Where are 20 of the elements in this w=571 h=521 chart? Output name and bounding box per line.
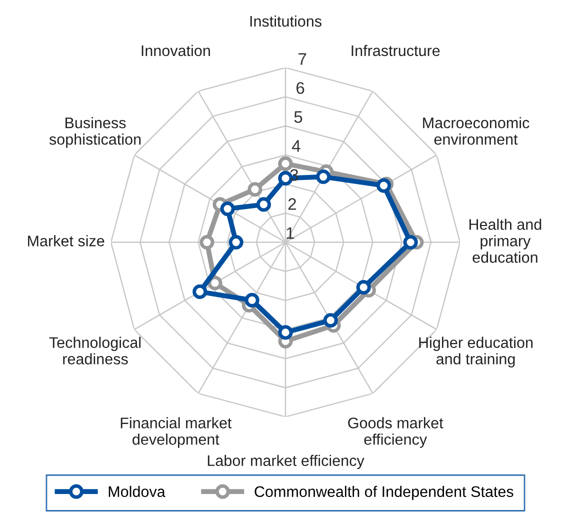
spoke-label: Goods market efficiency xyxy=(348,417,444,448)
spoke-label: Health and primary education xyxy=(469,218,542,263)
spoke-label: Financial market development xyxy=(120,417,232,448)
y-tick-label: 5 xyxy=(294,111,302,123)
legend-label: Commonwealth of Independent States xyxy=(254,486,514,500)
spoke-label: Macroeconomic environment xyxy=(423,117,530,145)
y-tick-label: 6 xyxy=(296,82,304,94)
spoke-label: Infrastructure xyxy=(352,44,440,56)
legend-label: Moldova xyxy=(108,486,166,498)
y-tick-label: 2 xyxy=(288,198,296,210)
spoke-label: Technological readiness xyxy=(49,336,141,364)
y-tick-label: 7 xyxy=(298,53,306,65)
spoke-label: Labor market efficiency xyxy=(208,454,364,470)
spoke-label: Business sophistication xyxy=(49,117,141,148)
y-tick-label: 1 xyxy=(286,227,294,239)
spoke-label: Higher education and training xyxy=(419,336,533,368)
spoke-label: Institutions xyxy=(250,15,322,27)
spoke-label: Market size xyxy=(28,235,104,246)
spoke-label: Innovation xyxy=(142,44,210,56)
y-tick-label: 4 xyxy=(292,140,300,152)
